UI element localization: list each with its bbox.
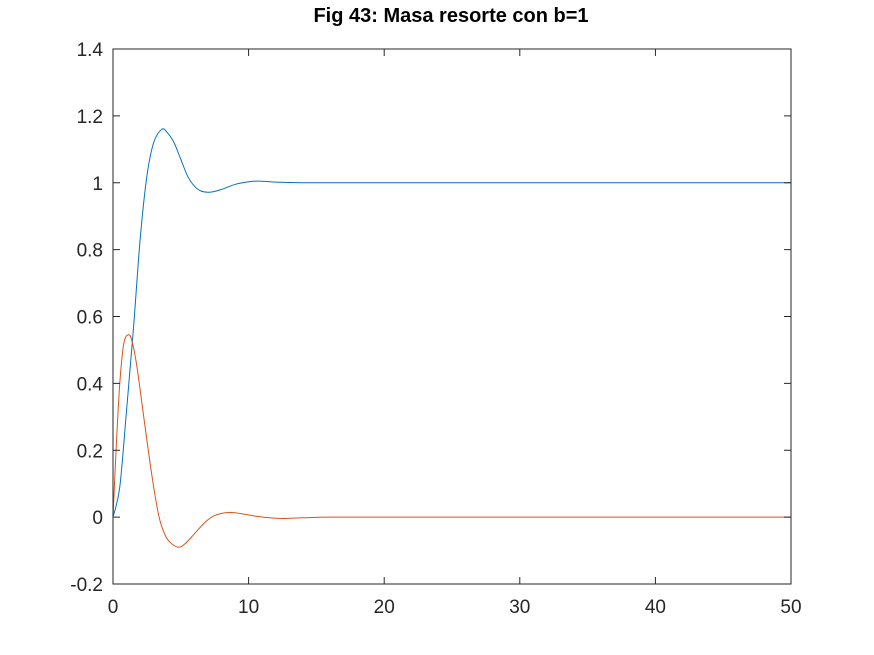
axes-box — [112, 48, 792, 585]
y-tick-label: 0.2 — [77, 441, 103, 462]
x-tick-label: 20 — [374, 597, 395, 618]
x-tick-label: 0 — [108, 597, 119, 618]
series-layer — [112, 128, 792, 548]
y-tick-label: 0 — [92, 508, 103, 529]
plot-area — [113, 49, 791, 584]
y-tick-label: 1.4 — [77, 40, 104, 61]
chart-title: Fig 43: Masa resorte con b=1 — [313, 5, 588, 27]
series-line-2 — [112, 334, 792, 548]
y-tick-label: 0.6 — [77, 308, 103, 329]
x-tick-label: 30 — [509, 597, 530, 618]
y-tick-label: 1 — [92, 174, 103, 195]
y-tick-label: -0.2 — [70, 575, 103, 596]
x-tick-label: 40 — [645, 597, 666, 618]
x-tick-label: 10 — [238, 597, 259, 618]
x-tick-label: 50 — [780, 597, 801, 618]
y-tick-label: 0.4 — [77, 374, 104, 395]
y-tick-label: 1.2 — [77, 107, 103, 128]
y-tick-label: 0.8 — [77, 241, 103, 262]
series-line-1 — [112, 128, 792, 518]
